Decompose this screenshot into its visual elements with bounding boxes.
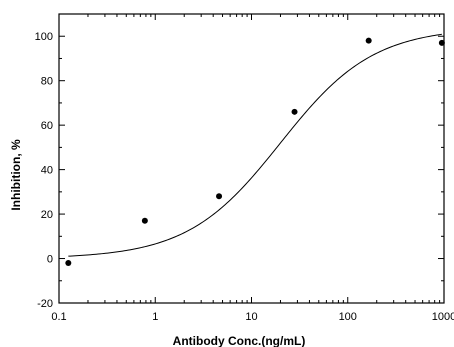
fit-curve [68, 33, 442, 257]
x-tick-label: 1000 [432, 311, 454, 323]
data-point [216, 193, 223, 200]
x-tick-label: 0.1 [51, 311, 66, 323]
data-point [65, 259, 72, 266]
y-tick-label: 0 [47, 254, 53, 266]
data-point [141, 217, 148, 224]
x-tick-label: 10 [245, 311, 257, 323]
x-axis-ticks: 0.1 1 10 100 1000 [51, 14, 454, 323]
y-tick-label: -20 [37, 298, 53, 310]
x-axis-title: Antibody Conc.(ng/mL) [173, 334, 306, 347]
fit-curve-layer [68, 33, 442, 257]
data-point [365, 37, 372, 44]
y-tick-label: 60 [41, 120, 53, 132]
y-tick-label: 100 [35, 31, 53, 43]
y-axis-title: Inhibition, % [9, 139, 23, 211]
x-tick-label: 100 [339, 311, 357, 323]
y-tick-label: 20 [41, 209, 53, 221]
data-point [291, 108, 298, 115]
y-tick-label: 80 [41, 76, 53, 88]
data-points-layer [65, 37, 445, 266]
x-tick-label: 1 [152, 311, 158, 323]
plot-frame [58, 13, 445, 304]
y-axis-ticks: -20 0 20 40 60 80 100 [35, 13, 444, 310]
y-tick-label: 40 [41, 165, 53, 177]
data-point [438, 39, 445, 46]
plot-frame-group [58, 13, 445, 304]
